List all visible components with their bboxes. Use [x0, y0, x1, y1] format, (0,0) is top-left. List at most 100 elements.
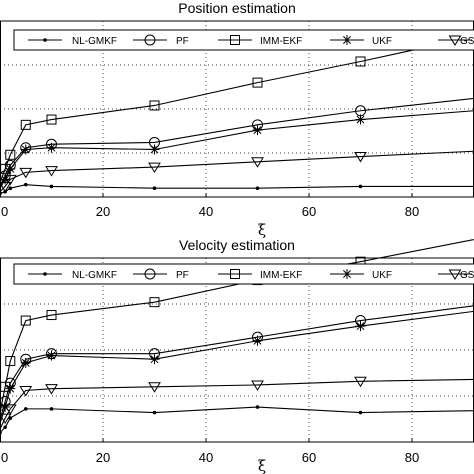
legend-label-nl-gmkf: NL-GMKF [72, 270, 117, 281]
x-tick-label: 20 [96, 204, 110, 219]
data-point-ukf [20, 144, 31, 155]
data-point-nl-gmkf-shape [23, 182, 28, 187]
legend-marker-gsf-shape [448, 269, 462, 280]
data-point-gsf [0, 413, 12, 425]
legend: NL-GMKF PF IMM-EKF UKF GSF [13, 29, 474, 51]
data-point-ukf-shape [5, 163, 16, 174]
data-point-nl-gmkf [255, 186, 260, 190]
legend-label-gsf: GSF [460, 36, 474, 47]
data-point-ukf [46, 350, 57, 361]
legend-marker-nl-gmkf-shape [43, 272, 47, 276]
data-point-imm-ekf-shape [252, 77, 263, 88]
data-point-gsf [3, 174, 17, 186]
data-point-gsf [0, 181, 12, 193]
data-point-ukf [0, 174, 11, 185]
data-point-nl-gmkf [23, 407, 28, 411]
legend-marker-gsf [448, 35, 462, 46]
data-point-gsf-shape [3, 404, 17, 415]
data-point-ukf-shape [20, 144, 31, 155]
legend-marker-ukf-shape [342, 35, 352, 45]
data-point-ukf [355, 321, 366, 332]
data-point-gsf [19, 167, 33, 179]
data-point-ukf-shape [149, 354, 160, 365]
data-point-gsf-shape [148, 382, 161, 393]
data-point-gsf-shape [354, 152, 367, 163]
data-point-gsf [148, 162, 161, 174]
plot-frame [0, 257, 474, 443]
data-point-ukf [46, 142, 57, 153]
data-point-nl-gmkf [0, 191, 2, 196]
data-point-imm-ekf-shape [149, 100, 160, 111]
data-point-imm-ekf [20, 315, 31, 326]
series-line-nl-gmkf [0, 406, 474, 434]
data-point-gsf [148, 382, 161, 393]
legend-marker-pf-shape [144, 34, 156, 46]
data-point-ukf [149, 144, 160, 155]
series-line-gsf [0, 150, 474, 193]
data-point-ukf-shape [355, 321, 366, 332]
data-point-gsf [45, 384, 58, 395]
x-tick-label: 40 [199, 450, 213, 465]
x-tick-label: 60 [302, 204, 316, 219]
data-point-imm-ekf [20, 119, 31, 130]
data-point-imm-ekf-shape [5, 149, 16, 160]
legend-label-imm-ekf: IMM-EKF [260, 270, 302, 281]
data-point-ukf-shape [355, 114, 366, 125]
data-point-ukf [0, 402, 11, 413]
data-point-gsf-shape [251, 380, 264, 391]
data-point-gsf [45, 166, 58, 177]
legend-label-pf: PF [176, 36, 189, 47]
chart-title: Velocity estimation [179, 237, 295, 253]
x-tick-label: 80 [405, 204, 419, 219]
legend-marker-gsf [448, 269, 462, 280]
series-line-imm-ekf [0, 36, 474, 184]
data-point-gsf [251, 380, 264, 391]
data-point-nl-gmkf [49, 184, 54, 189]
data-point-nl-gmkf-shape [49, 407, 54, 411]
data-point-gsf [3, 404, 17, 415]
chart-panel-1: Position estimation 0 20 40 60 80 ξ NL-GMKF PF IM… [0, 0, 474, 239]
legend-marker-imm-ekf [230, 35, 240, 45]
data-point-nl-gmkf [23, 182, 28, 187]
legend-label-ukf: UKF [372, 270, 392, 281]
data-point-gsf-shape [354, 376, 367, 388]
data-point-nl-gmkf-shape [3, 425, 7, 430]
data-point-imm-ekf [46, 310, 57, 321]
data-point-gsf-shape [19, 385, 33, 397]
x-tick-label: 0 [1, 450, 8, 465]
data-point-gsf [251, 157, 264, 168]
data-point-gsf-shape [45, 166, 58, 177]
data-point-nl-gmkf-shape [152, 410, 157, 415]
data-point-nl-gmkf-shape [23, 407, 28, 411]
data-point-nl-gmkf-shape [358, 184, 363, 189]
data-point-imm-ekf [149, 100, 160, 111]
data-point-nl-gmkf [255, 405, 260, 409]
data-point-ukf-shape [20, 357, 31, 368]
data-point-imm-ekf-shape [149, 297, 160, 308]
chart-title: Position estimation [178, 0, 296, 16]
legend-marker-nl-gmkf [43, 272, 47, 276]
data-point-ukf [355, 114, 366, 125]
x-tick-label: 20 [96, 450, 110, 465]
data-point-ukf-shape [252, 335, 263, 346]
x-axis-label: ξ [258, 457, 266, 474]
data-point-gsf-shape [251, 157, 264, 168]
legend-marker-pf [144, 268, 156, 280]
data-point-nl-gmkf [49, 407, 54, 411]
data-point-nl-gmkf-shape [8, 416, 13, 420]
series-line-nl-gmkf [0, 184, 474, 195]
data-point-gsf-shape [0, 181, 12, 193]
data-point-imm-ekf-shape [46, 114, 57, 125]
data-point-nl-gmkf-shape [8, 186, 13, 190]
data-point-ukf-shape [46, 350, 57, 361]
legend-label-gsf: GSF [460, 270, 474, 281]
data-point-gsf-shape [148, 162, 161, 174]
legend-label-pf: PF [176, 270, 189, 281]
legend-marker-imm-ekf-shape [230, 35, 240, 45]
data-point-nl-gmkf [8, 416, 13, 420]
data-point-nl-gmkf [152, 410, 157, 415]
data-point-imm-ekf-shape [20, 119, 31, 130]
legend: NL-GMKF PF IMM-EKF UKF GSF [13, 263, 474, 285]
data-point-nl-gmkf-shape [0, 191, 2, 196]
